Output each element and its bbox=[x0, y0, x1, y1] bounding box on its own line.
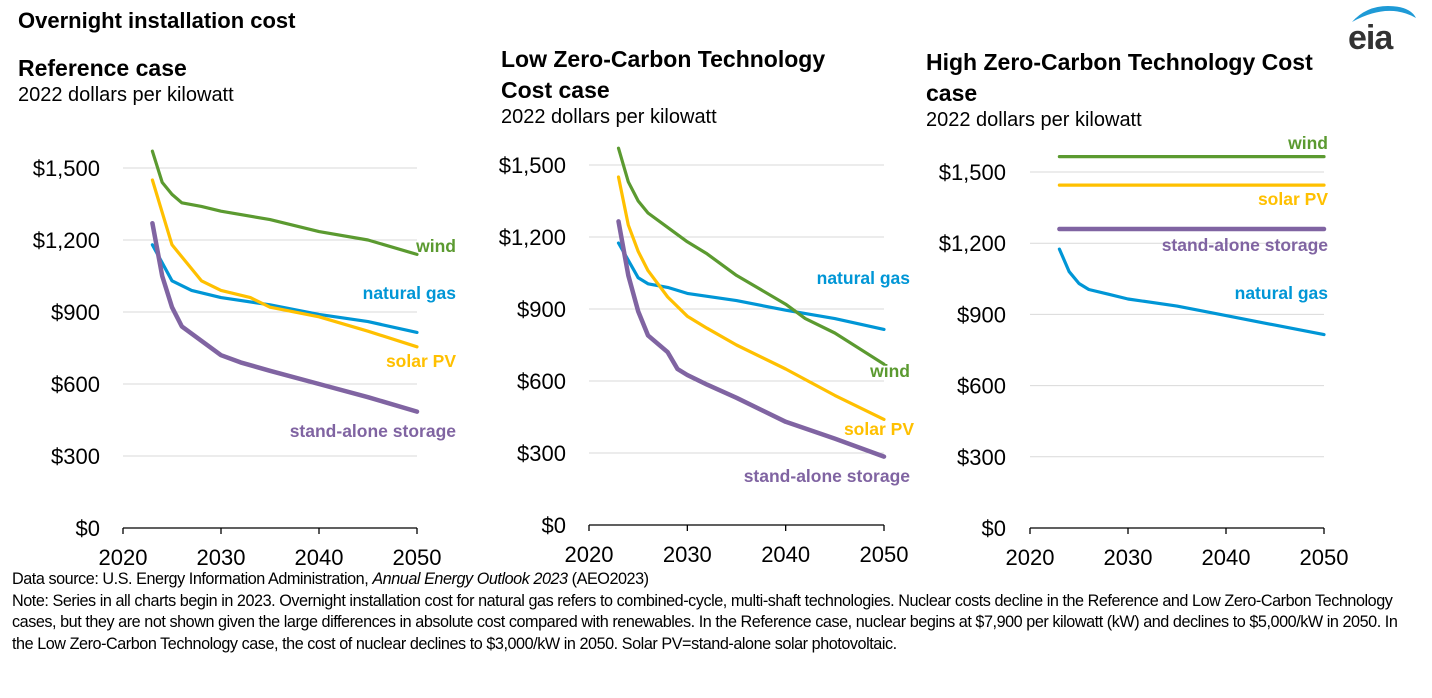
y-tick-label: $0 bbox=[982, 516, 1006, 541]
series-label: wind bbox=[1287, 133, 1328, 153]
x-tick-label: 2030 bbox=[663, 542, 712, 567]
x-tick-label: 2040 bbox=[295, 545, 344, 570]
y-tick-label: $1,500 bbox=[33, 156, 100, 181]
series-label: solar PV bbox=[1258, 189, 1328, 209]
panel-title-low: Low Zero-Carbon Technology Cost case 202… bbox=[501, 46, 826, 128]
series-label: stand-alone storage bbox=[290, 421, 457, 441]
x-tick-label: 2050 bbox=[860, 542, 909, 567]
series-label: stand-alone storage bbox=[1162, 235, 1329, 255]
series-label: wind bbox=[415, 236, 456, 256]
x-tick-label: 2040 bbox=[761, 542, 810, 567]
series-label: stand-alone storage bbox=[744, 466, 911, 486]
y-tick-label: $1,200 bbox=[33, 228, 100, 253]
data-source: Data source: U.S. Energy Information Adm… bbox=[12, 570, 649, 588]
y-tick-label: $300 bbox=[517, 441, 566, 466]
series-line-wind bbox=[616, 146, 886, 366]
x-tick-label: 2020 bbox=[565, 542, 614, 567]
panel-title-high: High Zero-Carbon Technology Cost case 20… bbox=[926, 49, 1313, 131]
eia-logo: eia bbox=[1338, 4, 1422, 57]
x-tick-label: 2030 bbox=[1104, 545, 1153, 570]
series-line-natural-gas bbox=[1057, 247, 1326, 337]
series-line-natural-gas bbox=[616, 241, 886, 331]
series-line-solar-PV bbox=[150, 178, 419, 349]
y-tick-label: $1,500 bbox=[499, 153, 566, 178]
y-tick-label: $1,500 bbox=[939, 160, 1006, 185]
note: Note: Series in all charts begin in 2023… bbox=[12, 591, 1398, 653]
y-tick-label: $900 bbox=[517, 297, 566, 322]
x-tick-label: 2040 bbox=[1202, 545, 1251, 570]
footer: Data source: U.S. Energy Information Adm… bbox=[12, 569, 1422, 655]
series-line-stand-alone-storage bbox=[616, 219, 887, 459]
y-tick-label: $900 bbox=[957, 302, 1006, 327]
y-tick-label: $1,200 bbox=[939, 231, 1006, 256]
series-label: natural gas bbox=[817, 268, 911, 288]
x-tick-label: 2020 bbox=[1006, 545, 1055, 570]
series-label: solar PV bbox=[844, 419, 914, 439]
y-tick-label: $300 bbox=[51, 444, 100, 469]
figure-title: Overnight installation cost bbox=[18, 8, 296, 33]
svg-text:eia: eia bbox=[1348, 19, 1394, 52]
x-tick-label: 2050 bbox=[393, 545, 442, 570]
y-tick-label: $600 bbox=[51, 372, 100, 397]
series-label: natural gas bbox=[363, 283, 457, 303]
x-tick-label: 2050 bbox=[1300, 545, 1349, 570]
y-tick-label: $600 bbox=[957, 374, 1006, 399]
series-label: solar PV bbox=[386, 351, 456, 371]
y-tick-label: $600 bbox=[517, 369, 566, 394]
series-label: natural gas bbox=[1235, 283, 1329, 303]
series-line-stand-alone-storage bbox=[150, 220, 420, 414]
series-label: wind bbox=[869, 361, 910, 381]
y-tick-label: $900 bbox=[51, 300, 100, 325]
y-tick-label: $300 bbox=[957, 445, 1006, 470]
x-tick-label: 2020 bbox=[99, 545, 148, 570]
series-line-wind bbox=[150, 149, 419, 256]
y-tick-label: $0 bbox=[542, 513, 566, 538]
y-tick-label: $1,200 bbox=[499, 225, 566, 250]
y-tick-label: $0 bbox=[76, 516, 100, 541]
series-line-solar-PV bbox=[616, 175, 886, 421]
series-line-natural-gas bbox=[150, 243, 419, 334]
x-tick-label: 2030 bbox=[197, 545, 246, 570]
panel-title-reference: Reference case 2022 dollars per kilowatt bbox=[18, 55, 234, 106]
